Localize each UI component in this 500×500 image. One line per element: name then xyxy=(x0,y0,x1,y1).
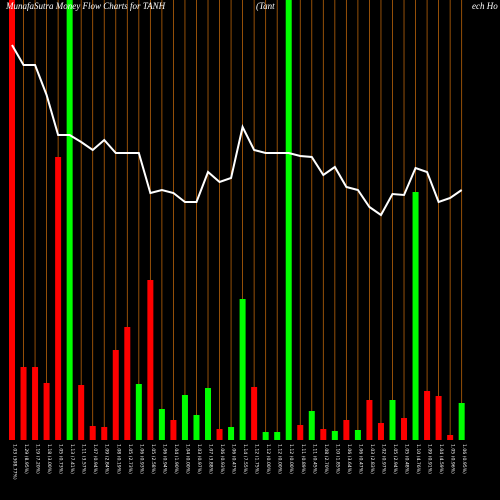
x-tick-label: 1.14 (7.55%) xyxy=(242,444,248,474)
x-tick-label: 1.08 (2.70%) xyxy=(323,444,329,474)
bar xyxy=(251,387,258,440)
price-line xyxy=(11,44,463,217)
x-tick-label: 1.06 (3.64%) xyxy=(346,444,352,474)
x-tick-label: 1.11 (3.57%) xyxy=(81,444,87,474)
x-tick-label: 1.06 (0.93%) xyxy=(219,444,225,474)
bar xyxy=(435,396,442,440)
bar xyxy=(412,192,419,440)
bar xyxy=(447,435,454,440)
x-tick-label: 1.04 (0.00%) xyxy=(184,444,190,474)
bar xyxy=(401,418,408,440)
x-tick-label: 1.03 (2.83%) xyxy=(369,444,375,474)
bar xyxy=(170,420,177,440)
bar xyxy=(205,388,212,440)
bar xyxy=(366,400,373,440)
x-tick-label: 1.07 (3.88%) xyxy=(208,444,214,474)
bar xyxy=(78,385,85,440)
bar xyxy=(458,403,465,440)
x-tick-label: 1.06 (0.95%) xyxy=(461,444,467,474)
x-tick-label: 1.18 (3.00%) xyxy=(46,444,52,474)
bar xyxy=(112,350,119,440)
bar xyxy=(9,0,15,440)
bar xyxy=(89,426,96,440)
x-tick-label: 1.04 (4.59%) xyxy=(438,444,444,474)
bar xyxy=(389,400,396,440)
bar xyxy=(424,391,431,440)
bar xyxy=(193,415,200,440)
bar xyxy=(43,383,50,440)
x-tick-label: 1.06 (0.93%) xyxy=(138,444,144,474)
bar xyxy=(135,384,142,440)
x-tick-label: 1.12 (1.75%) xyxy=(254,444,260,474)
plot xyxy=(9,0,465,440)
x-tick-label: 1.10 (4.76%) xyxy=(415,444,421,474)
bar xyxy=(181,395,188,440)
bar xyxy=(20,367,27,440)
x-tick-label: 1.06 (0.47%) xyxy=(357,444,363,474)
x-tick-label: 1.05 (2.73%) xyxy=(127,444,133,474)
x-tick-label: 1.03 (308.77%) xyxy=(12,444,18,480)
x-tick-label: 1.12 (0.00%) xyxy=(288,444,294,474)
bar xyxy=(147,280,154,440)
bar xyxy=(320,429,327,440)
x-tick-label: 1.13 (7.41%) xyxy=(69,444,75,474)
x-tick-label: 1.03 (0.97%) xyxy=(196,444,202,474)
x-tick-label: 1.10 (1.85%) xyxy=(334,444,340,474)
x-tick-label: 1.12 (0.00%) xyxy=(265,444,271,474)
x-tick-label: 1.08 (0.19%) xyxy=(115,444,121,474)
bar xyxy=(354,430,361,440)
bar xyxy=(343,420,350,440)
bar xyxy=(124,327,131,440)
bar xyxy=(216,429,223,440)
bar xyxy=(308,411,315,440)
bar xyxy=(55,157,62,440)
x-tick-label: 1.29 (8.95%) xyxy=(23,444,29,474)
bar xyxy=(297,425,304,440)
bar xyxy=(377,423,384,440)
chart-title: MunafaSutra Money Flow Charts for TANH xyxy=(5,1,166,11)
x-tick-label: 1.11 (0.89%) xyxy=(300,444,306,474)
bar xyxy=(101,427,108,440)
x-tick-label: 1.06 (0.94%) xyxy=(161,444,167,474)
bar xyxy=(158,409,165,440)
chart-subtitle: (Tant xyxy=(256,1,275,11)
x-tick-label: 1.09 (2.84%) xyxy=(104,444,110,474)
x-tick-label: 1.09 (0.91%) xyxy=(427,444,433,474)
bar xyxy=(239,299,246,440)
x-tick-label: 1.07 (0.94%) xyxy=(92,444,98,474)
x-tick-label: 1.02 (0.97%) xyxy=(380,444,386,474)
x-tick-label: 1.05 (2.94%) xyxy=(392,444,398,474)
bar xyxy=(285,0,292,440)
x-tick-label: 1.05 (0.73%) xyxy=(58,444,64,474)
x-tick-label: 1.05 (2.58%) xyxy=(150,444,156,474)
bar xyxy=(228,427,235,440)
x-tick-label: 1.06 (0.47%) xyxy=(231,444,237,474)
x-tick-label: 1.05 (0.96%) xyxy=(450,444,456,474)
x-tick-label: 1.04 (1.90%) xyxy=(173,444,179,474)
bar xyxy=(331,431,338,440)
chart-subtitle: ech Ho xyxy=(472,1,498,11)
bar xyxy=(32,367,39,440)
x-tick-label: 1.05 (0.48%) xyxy=(404,444,410,474)
bar xyxy=(262,432,269,440)
bar xyxy=(66,0,73,440)
x-tick-label: 1.19 (7.20%) xyxy=(35,444,41,474)
x-tick-label: 1.11 (0.45%) xyxy=(311,444,317,474)
bar xyxy=(274,432,281,440)
x-tick-label: 1.12 (0.00%) xyxy=(277,444,283,474)
